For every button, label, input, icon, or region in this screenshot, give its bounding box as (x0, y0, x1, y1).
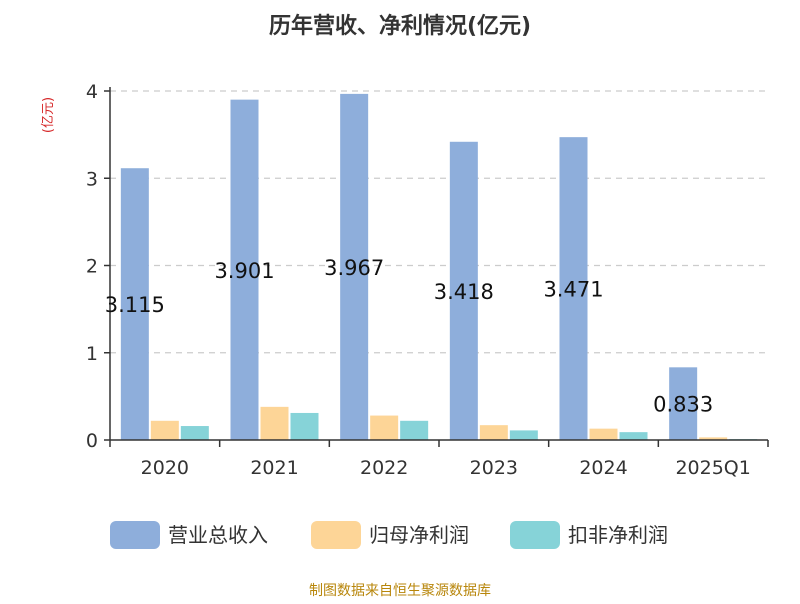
y-tick-label: 4 (86, 81, 98, 103)
legend-swatch-2 (311, 521, 361, 549)
bar-2-2024 (589, 428, 618, 440)
x-tick-label: 2020 (141, 457, 189, 479)
data-label-2020: 3.115 (105, 293, 165, 317)
x-tick-label: 2022 (360, 457, 408, 479)
y-tick-label: 2 (86, 256, 98, 278)
bar-1-2021 (230, 99, 259, 440)
y-unit-label: (亿元) (41, 97, 56, 133)
bar-2-2025Q1 (699, 437, 728, 440)
bar-3-2021 (290, 412, 319, 440)
y-tick-label: 1 (86, 343, 98, 365)
data-label-2021: 3.901 (214, 259, 274, 283)
y-tick-label: 3 (86, 168, 98, 190)
x-tick-label: 2021 (250, 457, 298, 479)
x-axis: 2020 2021 2022 2023 2024 2025Q1 (109, 439, 769, 479)
gridlines (110, 90, 768, 354)
bar-2-2020 (150, 420, 179, 440)
legend-label-2: 归母净利润 (369, 523, 469, 547)
bar-2-2023 (479, 425, 508, 440)
bar-1-2020 (120, 168, 149, 440)
legend-label-3: 扣非净利润 (568, 523, 668, 547)
bars (120, 93, 758, 441)
data-labels: 3.115 3.901 3.967 3.418 3.471 0.833 (105, 256, 713, 417)
bar-3-2023 (509, 430, 538, 440)
bar-1-2025Q1 (669, 367, 698, 440)
bar-2-2021 (260, 406, 289, 440)
bar-1-2023 (449, 141, 478, 441)
data-label-2023: 3.418 (434, 280, 494, 304)
bar-3-2020 (180, 426, 209, 440)
x-tick-label: 2023 (470, 457, 518, 479)
source-note: 制图数据来自恒生聚源数据库 (309, 583, 491, 599)
legend-swatch-3 (510, 521, 560, 549)
bar-3-2024 (619, 432, 648, 440)
legend-label-1: 营业总收入 (168, 523, 268, 547)
x-tick-label: 2024 (579, 457, 627, 479)
y-axis: 0 1 2 3 4 (86, 81, 111, 452)
legend-swatch-1 (110, 521, 160, 549)
y-tick-label: 0 (86, 430, 98, 452)
bar-1-2022 (340, 93, 369, 441)
bar-1-2024 (559, 137, 588, 440)
x-tick-label: 2025Q1 (675, 457, 750, 479)
data-label-2022: 3.967 (324, 256, 384, 280)
chart-title: 历年营收、净利情况(亿元) (269, 13, 531, 39)
data-label-2024: 3.471 (543, 278, 603, 302)
bar-3-2022 (400, 420, 429, 440)
data-label-2025Q1: 0.833 (653, 393, 713, 417)
legend: 营业总收入 归母净利润 扣非净利润 (110, 521, 668, 549)
bar-2-2022 (370, 415, 399, 440)
